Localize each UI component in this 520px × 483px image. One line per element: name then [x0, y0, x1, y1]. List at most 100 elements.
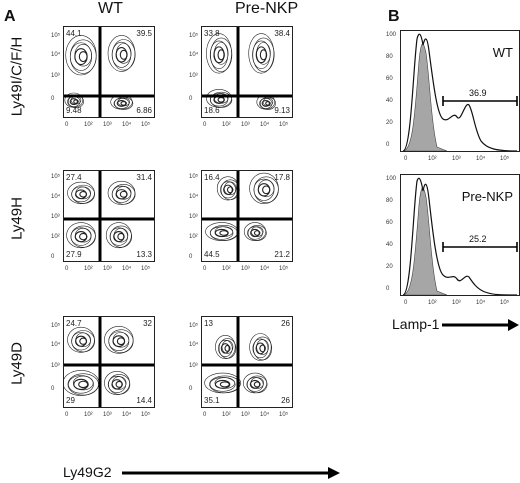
- hist-x-tick-label: 10⁵: [500, 300, 510, 306]
- x-tick-label: 0: [203, 266, 207, 272]
- histogram: WT 36.9: [400, 30, 520, 152]
- contour-line: [217, 49, 225, 61]
- contour-plot-svg: [202, 27, 292, 117]
- contour-line: [116, 99, 127, 107]
- y-tick-label: 10⁵: [51, 33, 61, 40]
- hist-y-tick-label: 20: [386, 120, 393, 126]
- hist-x-tick-label: 10²: [428, 156, 437, 162]
- x-tick-label: 0: [65, 122, 69, 128]
- y-tick-label: 10⁴: [51, 52, 61, 59]
- contour-line: [209, 375, 241, 394]
- prenkp-column-title: Pre-NKP: [235, 0, 299, 17]
- quadrant-percent-lr: 6.86: [136, 106, 152, 115]
- contour-line: [68, 375, 94, 394]
- hist-y-tick-label: 0: [386, 142, 390, 148]
- x-tick-label: 10⁵: [279, 122, 289, 128]
- contour-line: [215, 334, 236, 359]
- contour-line: [210, 91, 233, 108]
- x-tick-label: 10⁵: [141, 412, 151, 418]
- x-tick-label: 10⁵: [279, 412, 289, 418]
- x-tick-label: 10⁴: [122, 266, 132, 272]
- contour-cluster: [66, 222, 96, 249]
- contour-cluster: [205, 222, 239, 241]
- contour-line: [217, 97, 225, 103]
- y-tick-label: 10³: [189, 214, 198, 220]
- hist-axis-arrow: [442, 319, 519, 331]
- contour-line: [210, 37, 233, 72]
- quadrant-percent-lr: 14.4: [136, 396, 152, 405]
- y-tick-label: 10⁴: [189, 342, 199, 349]
- quadrant-percent-ll: 35.1: [204, 396, 220, 405]
- hist-y-tick-label: 20: [386, 264, 393, 270]
- contour-plot-svg: [64, 27, 154, 117]
- quadrant-percent-lr: 26: [281, 396, 290, 405]
- x-tick-label: 10³: [241, 266, 250, 272]
- quadrant-percent-ur: 17.8: [274, 173, 290, 182]
- contour-line: [73, 378, 89, 390]
- isotype-control-histogram: [402, 187, 448, 295]
- contour-line: [115, 47, 128, 63]
- hist-x-tick-label: 10⁴: [476, 156, 486, 162]
- contour-line: [111, 185, 132, 203]
- contour-line: [79, 232, 88, 241]
- row-label-ly49icfh: Ly49I/C/F/H: [8, 36, 26, 117]
- quadrant-percent-ul: 27.4: [66, 173, 82, 182]
- contour-cluster: [249, 333, 273, 361]
- panel-b-label: B: [388, 8, 400, 25]
- contour-plot-svg: [202, 317, 292, 407]
- quadrant-percent-ur: 38.4: [274, 29, 290, 38]
- contour-line: [223, 184, 233, 196]
- quadrant-percent-ll: 29: [66, 396, 75, 405]
- y-tick-label: 10⁴: [51, 194, 61, 200]
- y-tick-label: 10⁵: [51, 174, 61, 180]
- quadrant-percent-ll: 9.48: [66, 106, 82, 115]
- y-tick-label: 10³: [189, 363, 198, 370]
- contour-line: [73, 99, 79, 104]
- quadrant-percent-ur: 31.4: [136, 173, 152, 182]
- x-tick-label: 10²: [222, 412, 231, 418]
- wt-column-title: WT: [98, 0, 123, 17]
- histogram-svg: [402, 33, 518, 151]
- contour-line: [261, 99, 270, 107]
- quadrant-percent-lr: 21.2: [274, 250, 290, 259]
- x-tick-label: 10⁴: [260, 412, 270, 418]
- gate-percent: 25.2: [469, 234, 487, 244]
- contour-line: [252, 37, 275, 72]
- contour-line: [262, 185, 271, 195]
- contour-line: [107, 375, 127, 393]
- histogram: Pre-NKP 25.2: [400, 174, 520, 296]
- y-tick-label: 10²: [51, 234, 60, 240]
- contour-line: [70, 225, 96, 248]
- contour-line: [113, 231, 125, 243]
- hist-x-tick-label: 10⁴: [476, 300, 486, 306]
- contour-line: [259, 49, 268, 61]
- hist-axis-title: Lamp-1: [392, 316, 440, 332]
- quadrant-percent-ur: 39.5: [136, 29, 152, 38]
- contour-line: [246, 375, 268, 394]
- contour-cluster: [67, 181, 95, 204]
- quadrant-percent-ul: 24.7: [66, 319, 82, 328]
- contour-cluster: [65, 35, 97, 76]
- y-tick-label: 10⁵: [51, 323, 61, 330]
- contour-line: [108, 331, 130, 351]
- y-tick-label: 10³: [51, 363, 60, 370]
- contour-plot: 13 26 35.1 26: [201, 316, 293, 408]
- contour-plot: 27.4 31.4 27.9 13.3: [63, 170, 155, 262]
- x-tick-label: 10³: [103, 266, 112, 272]
- contour-line: [119, 49, 128, 60]
- hist-y-tick-label: 100: [386, 176, 397, 182]
- y-tick-label: 0: [51, 254, 55, 260]
- contour-line: [115, 380, 123, 388]
- x-tick-label: 10⁵: [141, 122, 151, 128]
- contour-line: [109, 225, 133, 248]
- hist-x-tick-label: 10²: [428, 300, 437, 306]
- hist-x-tick-label: 10⁵: [500, 156, 510, 162]
- x-tick-label: 10⁴: [260, 266, 270, 272]
- x-axis-arrow: [122, 467, 340, 479]
- contour-line: [255, 46, 267, 64]
- y-tick-label: 10⁴: [189, 194, 199, 200]
- quadrant-percent-ul: 13: [204, 319, 213, 328]
- contour-line: [117, 232, 125, 241]
- hist-y-tick-label: 0: [386, 286, 390, 292]
- contour-line: [218, 338, 237, 359]
